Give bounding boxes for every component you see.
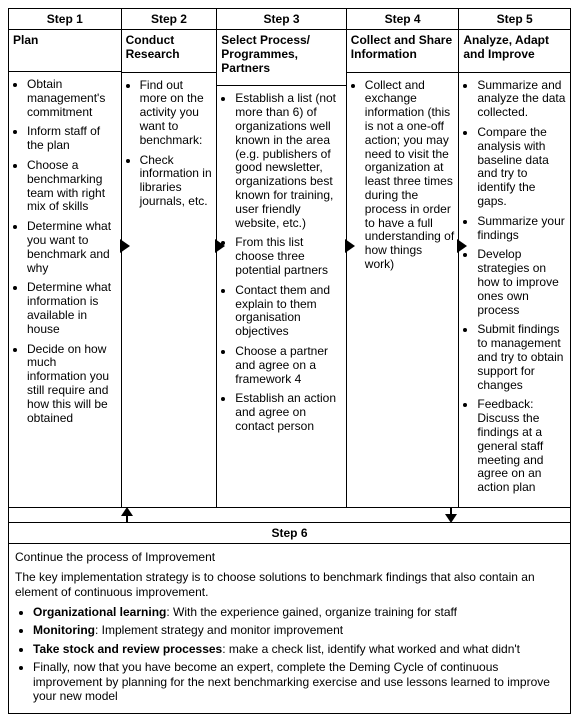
step-column-4: Step 4Collect and Share Information Colle…: [346, 8, 459, 508]
list-item: Compare the analysis with baseline data …: [477, 126, 566, 209]
step-column-3: Step 3Select Process/ Programmes, Partne…: [216, 8, 345, 508]
step-item-list: Summarize and analyze the data collected…: [463, 79, 566, 495]
arrow-down-icon: [445, 514, 457, 523]
step-body: Collect and exchange information (this i…: [347, 73, 459, 507]
list-item: Establish an action and agree on contact…: [235, 392, 341, 433]
step6-intro: The key implementation strategy is to ch…: [15, 570, 564, 599]
step-head: Step 1: [9, 9, 121, 30]
step6-bullet-list: Organizational learning: With the experi…: [15, 605, 564, 703]
arrow-gap-row: [9, 508, 570, 522]
step-column-2: Step 2Conduct Research Find out more on t…: [121, 8, 217, 508]
step-item-list: Establish a list (not more than 6) of or…: [221, 92, 341, 433]
process-steps-grid: Step 1Plan Obtain management's commitment…: [8, 8, 571, 508]
arrow-right-icon: [120, 239, 130, 253]
list-item: Develop strategies on how to improve one…: [477, 248, 566, 317]
step6-header: Step 6: [9, 522, 570, 544]
step-title: Plan: [9, 30, 121, 72]
step-column-1: Step 1Plan Obtain management's commitment…: [8, 8, 121, 508]
list-item: From this list choose three potential pa…: [235, 236, 341, 277]
step-body: Summarize and analyze the data collected…: [459, 73, 570, 507]
step6-continue-line: Continue the process of Improvement: [15, 550, 564, 564]
step-title: Select Process/ Programmes, Partners: [217, 30, 345, 86]
list-item: Summarize and analyze the data collected…: [477, 79, 566, 120]
list-item: Choose a benchmarking team with right mi…: [27, 159, 117, 214]
step-body: Establish a list (not more than 6) of or…: [217, 86, 345, 507]
list-item: Establish a list (not more than 6) of or…: [235, 92, 341, 230]
step6-body: Continue the process of Improvement The …: [9, 544, 570, 714]
list-item: Feedback: Discuss the findings at a gene…: [477, 398, 566, 495]
list-item: Determine what you want to benchmark and…: [27, 220, 117, 275]
step6-container: Step 6 Continue the process of Improveme…: [8, 508, 571, 715]
step-head: Step 5: [459, 9, 570, 30]
list-item: Find out more on the activity you want t…: [140, 79, 213, 148]
arrow-right-icon: [457, 239, 467, 253]
list-item: Collect and exchange information (this i…: [365, 79, 455, 272]
arrow-right-icon: [345, 239, 355, 253]
step-title: Conduct Research: [122, 30, 217, 73]
step-head: Step 2: [122, 9, 217, 30]
list-item: Monitoring: Implement strategy and monit…: [33, 623, 564, 637]
list-item: Obtain management's commitment: [27, 78, 117, 119]
list-item: Summarize your findings: [477, 215, 566, 243]
list-item: Contact them and explain to them organis…: [235, 284, 341, 339]
list-item: Check information in libraries journals,…: [140, 154, 213, 209]
list-item: Decide on how much information you still…: [27, 343, 117, 426]
step-head: Step 4: [347, 9, 459, 30]
step-body: Obtain management's commitment Inform sta…: [9, 72, 121, 507]
list-item: Choose a partner and agree on a framewor…: [235, 345, 341, 386]
list-item: Submit findings to management and try to…: [477, 323, 566, 392]
list-item: Finally, now that you have become an exp…: [33, 660, 564, 703]
list-item: Determine what information is available …: [27, 281, 117, 336]
arrow-down-stem: [450, 507, 452, 515]
step-item-list: Obtain management's commitment Inform sta…: [13, 78, 117, 425]
arrow-right-icon: [215, 239, 225, 253]
step-item-list: Collect and exchange information (this i…: [351, 79, 455, 272]
list-item: Organizational learning: With the experi…: [33, 605, 564, 619]
step-column-5: Step 5Analyze, Adapt and Improve Summariz…: [458, 8, 571, 508]
step-item-list: Find out more on the activity you want t…: [126, 79, 213, 209]
step-title: Analyze, Adapt and Improve: [459, 30, 570, 73]
step-head: Step 3: [217, 9, 345, 30]
step6-head-text: Step 6: [271, 526, 307, 540]
step-title: Collect and Share Information: [347, 30, 459, 73]
list-item: Inform staff of the plan: [27, 125, 117, 153]
list-item: Take stock and review processes: make a …: [33, 642, 564, 656]
step-body: Find out more on the activity you want t…: [122, 73, 217, 507]
